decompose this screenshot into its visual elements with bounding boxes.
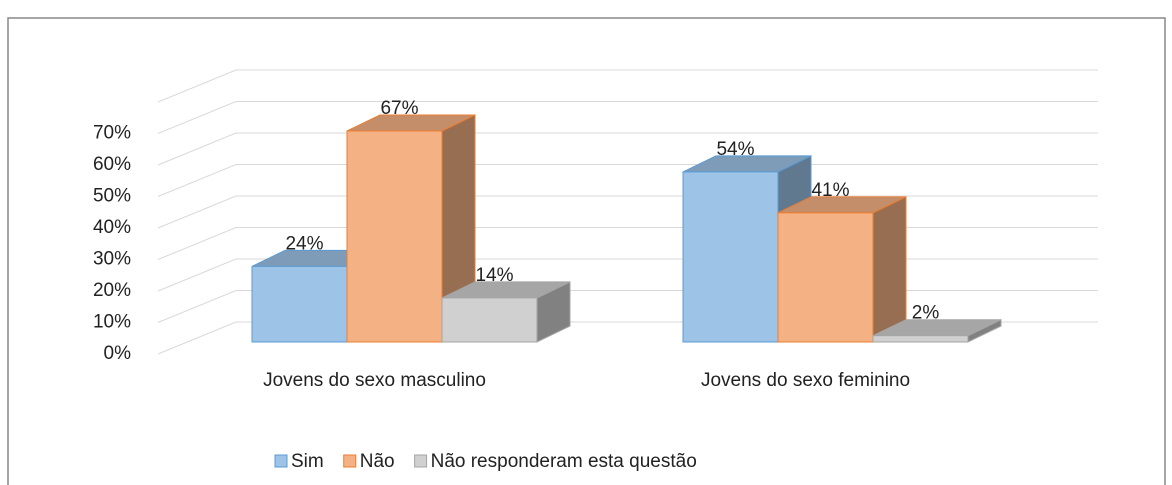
bar [682,171,779,343]
data-label: 54% [716,139,754,160]
data-label: 24% [285,233,323,254]
x-tick-label: Jovens do sexo masculino [263,370,486,391]
grid-line [157,101,1098,134]
legend-swatch [414,454,428,468]
data-label: 67% [380,98,418,119]
bar [441,297,538,343]
y-tick-label: 70% [93,123,131,144]
bar [346,130,443,343]
y-tick-label: 40% [93,217,131,238]
bar [872,335,969,343]
y-tick-label: 50% [93,186,131,207]
legend-swatch [274,454,288,468]
grid-line [157,69,1098,103]
data-label: 2% [912,303,940,324]
y-tick-label: 30% [93,249,131,270]
y-tick-label: 60% [93,154,131,175]
y-tick-label: 0% [104,343,132,364]
legend-label: Não responderam esta questão [431,451,697,472]
bar-side [872,196,907,343]
legend-swatch [343,454,357,468]
data-label: 14% [475,265,513,286]
y-tick-label: 20% [93,280,131,301]
bar [777,212,874,343]
legend-label: Sim [291,451,324,472]
legend-label: Não [360,451,395,472]
grid-line [157,132,1098,166]
bar [251,265,348,343]
x-tick-label: Jovens do sexo feminino [701,370,910,391]
data-label: 41% [811,180,849,201]
y-tick-label: 10% [93,312,131,333]
chart-border [7,17,1166,485]
